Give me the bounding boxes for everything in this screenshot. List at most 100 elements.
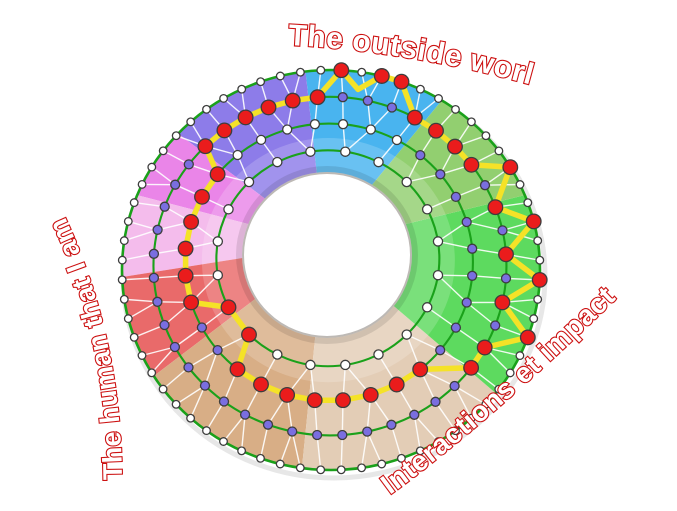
wheel-node[interactable]: [239, 409, 251, 420]
wheel-node[interactable]: [219, 437, 228, 446]
wheel-node[interactable]: [137, 179, 147, 189]
selected-node[interactable]: [525, 213, 542, 230]
selected-node[interactable]: [428, 122, 444, 139]
wheel-node[interactable]: [186, 413, 196, 423]
wheel-node[interactable]: [494, 146, 504, 156]
wheel-node[interactable]: [515, 180, 525, 189]
selected-node[interactable]: [177, 240, 194, 257]
selected-node[interactable]: [362, 386, 379, 403]
selected-node[interactable]: [406, 109, 423, 126]
wheel-node[interactable]: [421, 302, 433, 313]
wheel-node[interactable]: [500, 273, 512, 284]
selected-node[interactable]: [209, 166, 226, 183]
wheel-node[interactable]: [219, 93, 229, 103]
selected-node[interactable]: [241, 326, 257, 343]
wheel-node[interactable]: [401, 329, 412, 340]
wheel-node[interactable]: [362, 426, 373, 437]
wheel-node[interactable]: [497, 225, 508, 236]
wheel-node[interactable]: [481, 399, 491, 409]
wheel-node[interactable]: [391, 134, 403, 146]
wheel-node[interactable]: [152, 224, 163, 235]
wheel-node[interactable]: [305, 359, 316, 371]
wheel-node[interactable]: [337, 429, 348, 441]
wheel-node[interactable]: [123, 314, 133, 324]
wheel-node[interactable]: [451, 104, 460, 114]
selected-node[interactable]: [502, 159, 519, 176]
wheel-node[interactable]: [152, 296, 163, 307]
wheel-node[interactable]: [256, 77, 266, 87]
wheel-node[interactable]: [357, 463, 367, 473]
wheel-node[interactable]: [533, 294, 543, 304]
wheel-node[interactable]: [158, 146, 168, 156]
wheel-node[interactable]: [386, 102, 398, 113]
wheel-node[interactable]: [262, 419, 274, 430]
segment-dark-tan[interactable]: [153, 298, 316, 469]
wheel-node[interactable]: [340, 359, 351, 371]
wheel-node[interactable]: [466, 413, 476, 423]
wheel-node[interactable]: [377, 459, 387, 469]
wheel-node[interactable]: [117, 255, 127, 265]
wheel-node[interactable]: [461, 216, 472, 228]
wheel-node[interactable]: [467, 270, 478, 281]
wheel-node[interactable]: [275, 459, 285, 469]
wheel-node[interactable]: [450, 191, 462, 203]
wheel-node[interactable]: [183, 362, 194, 373]
wheel-node[interactable]: [533, 236, 543, 246]
selected-node[interactable]: [463, 359, 480, 376]
wheel-node[interactable]: [461, 297, 472, 308]
wheel-node[interactable]: [337, 92, 348, 103]
wheel-node[interactable]: [129, 198, 139, 208]
wheel-node[interactable]: [169, 341, 181, 353]
wheel-node[interactable]: [309, 119, 321, 130]
wheel-node[interactable]: [386, 419, 397, 430]
wheel-node[interactable]: [148, 248, 160, 259]
selected-node[interactable]: [194, 188, 210, 205]
wheel-node[interactable]: [357, 67, 367, 77]
wheel-node[interactable]: [123, 216, 133, 226]
wheel-node[interactable]: [212, 236, 224, 247]
wheel-node[interactable]: [450, 322, 462, 333]
wheel-node[interactable]: [481, 131, 491, 141]
wheel-node[interactable]: [186, 117, 196, 127]
wheel-node[interactable]: [232, 149, 243, 161]
wheel-node[interactable]: [212, 344, 223, 356]
wheel-node[interactable]: [434, 94, 443, 103]
wheel-node[interactable]: [275, 71, 285, 81]
selected-node[interactable]: [177, 267, 194, 284]
selected-node[interactable]: [309, 89, 326, 106]
selected-node[interactable]: [388, 376, 405, 393]
wheel-node[interactable]: [171, 131, 181, 141]
selected-node[interactable]: [229, 361, 246, 378]
wheel-node[interactable]: [117, 275, 127, 285]
wheel-node[interactable]: [287, 426, 298, 437]
wheel-node[interactable]: [415, 149, 426, 161]
selected-node[interactable]: [531, 271, 548, 288]
wheel-node[interactable]: [237, 84, 247, 94]
selected-node[interactable]: [393, 73, 410, 90]
wheel-node[interactable]: [365, 124, 376, 135]
wheel-node[interactable]: [449, 380, 460, 392]
wheel-node[interactable]: [255, 134, 267, 146]
wheel-node[interactable]: [137, 351, 147, 360]
selected-node[interactable]: [306, 392, 323, 409]
wheel-node[interactable]: [316, 465, 326, 475]
wheel-node[interactable]: [479, 180, 491, 191]
wheel-node[interactable]: [183, 159, 194, 170]
wheel-node[interactable]: [311, 429, 323, 441]
selected-node[interactable]: [335, 392, 351, 409]
selected-node[interactable]: [284, 92, 301, 109]
wheel-node[interactable]: [336, 465, 346, 475]
selected-node[interactable]: [463, 156, 480, 173]
selected-node[interactable]: [498, 246, 514, 263]
segment-light-green[interactable]: [371, 100, 525, 225]
wheel-node[interactable]: [129, 332, 139, 342]
wheel-node[interactable]: [295, 67, 305, 77]
selected-node[interactable]: [373, 68, 390, 84]
selected-node[interactable]: [260, 99, 277, 116]
selected-node[interactable]: [197, 138, 214, 155]
wheel-node[interactable]: [316, 65, 326, 75]
selected-node[interactable]: [487, 199, 504, 216]
wheel-node[interactable]: [432, 236, 444, 247]
wheel-node[interactable]: [490, 320, 501, 331]
wheel-node[interactable]: [196, 322, 208, 333]
